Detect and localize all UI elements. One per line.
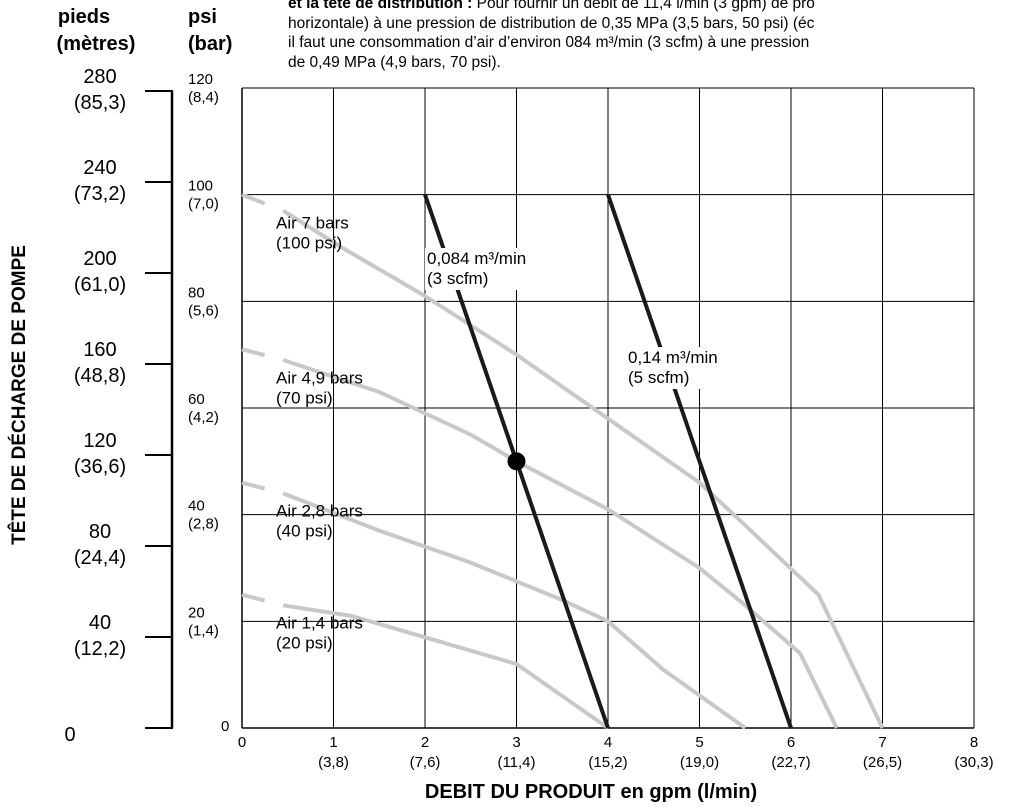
left-axis-sublabel-1: (12,2) bbox=[74, 638, 126, 660]
pressure-sublabel-1: (70 psi) bbox=[276, 388, 333, 407]
flow-tick-sublabel-7: (26,5) bbox=[863, 754, 902, 771]
note-line-3: il faut une consommation d’air d’environ… bbox=[288, 34, 810, 51]
y-axis-title: TÊTE DE DÉCHARGE DE POMPE bbox=[8, 245, 30, 545]
left-axis-label-4: 160 bbox=[83, 339, 116, 361]
air-sublabel-1: (5 scfm) bbox=[628, 368, 689, 387]
note-line-4: de 0,49 MPa (4,9 bars, 70 psi). bbox=[288, 53, 501, 71]
pressure-label-2: Air 2,8 bars bbox=[276, 502, 363, 521]
left-axis-label-1: 40 bbox=[89, 612, 111, 634]
flow-tick-sublabel-5: (19,0) bbox=[680, 754, 719, 771]
air-label-0: 0,084 m³/min bbox=[427, 249, 526, 268]
left-axis-label-0: 0 bbox=[64, 724, 75, 746]
pressure-label-0: Air 7 bars bbox=[276, 214, 349, 233]
left-axis-label-6: 240 bbox=[83, 157, 116, 179]
operating-point bbox=[507, 452, 526, 471]
flow-tick-label-3: 3 bbox=[512, 734, 520, 751]
operating-point-dot bbox=[507, 452, 526, 471]
explanatory-note: et la tête de distribution : Pour fourni… bbox=[288, 0, 1012, 72]
air-line-1 bbox=[606, 194, 793, 729]
psi-tick-sublabel-3: (4,2) bbox=[188, 409, 219, 426]
air-label-bg-0 bbox=[425, 248, 541, 290]
pressure-label-1: Air 4,9 bars bbox=[276, 368, 363, 387]
flow-tick-sublabel-6: (22,7) bbox=[771, 754, 810, 771]
air-label-bg-1 bbox=[626, 347, 742, 389]
pressure-curve-2 bbox=[282, 491, 747, 730]
psi-tick-label-1: 20 bbox=[188, 604, 205, 621]
pressure-curve-1 bbox=[282, 358, 839, 729]
left-axis-label-3: 120 bbox=[83, 430, 116, 452]
flow-tick-label-8: 8 bbox=[970, 734, 978, 751]
psi-tick-label-3: 60 bbox=[188, 391, 205, 408]
psi-axis-header-2: (bar) bbox=[188, 33, 232, 55]
air-label-1: 0,14 m³/min bbox=[628, 348, 718, 367]
psi-tick-sublabel-4: (5,6) bbox=[188, 302, 219, 319]
left-head-axis: 0 40 (12,2) 80 (24,4) 120 (36,6) 160 (48,8) 200 (6… bbox=[64, 66, 174, 746]
note-bold-lead: et la tête de distribution : bbox=[288, 0, 473, 12]
flow-tick-sublabel-4: (15,2) bbox=[588, 754, 627, 771]
flow-tick-sublabel-2: (7,6) bbox=[410, 754, 441, 771]
pressure-curves bbox=[241, 192, 885, 730]
air-sublabel-0: (3 scfm) bbox=[427, 269, 488, 288]
flow-tick-label-6: 6 bbox=[787, 734, 795, 751]
psi-tick-sublabel-2: (2,8) bbox=[188, 516, 219, 533]
psi-tick-sublabel-6: (8,4) bbox=[188, 89, 219, 106]
flow-tick-sublabel-3: (11,4) bbox=[497, 754, 535, 771]
flow-tick-label-4: 4 bbox=[604, 734, 612, 751]
left-axis-header-2: (mètres) bbox=[57, 33, 136, 55]
left-axis-sublabel-3: (36,6) bbox=[74, 456, 126, 478]
psi-tick-label-6: 120 bbox=[188, 71, 213, 88]
pressure-curve-0 bbox=[282, 208, 885, 729]
left-axis-sublabel-4: (48,8) bbox=[74, 365, 126, 387]
left-axis-sublabel-7: (85,3) bbox=[74, 92, 126, 114]
flow-axis: 0 1 (3,8) 2 (7,6) 3 (11,4) 4 (15,2) 5 (19,0) 6 (22,7… bbox=[238, 734, 994, 771]
psi-tick-label-2: 40 bbox=[188, 498, 205, 515]
psi-axis: 0 20(1,4) 40(2,8) 60(4,2) 80(5,6) 100(7,0) 120… bbox=[188, 71, 229, 735]
pressure-sublabel-2: (40 psi) bbox=[276, 522, 333, 541]
flow-tick-label-2: 2 bbox=[421, 734, 429, 751]
left-axis-label-5: 200 bbox=[83, 248, 116, 270]
psi-tick-label-0: 0 bbox=[221, 718, 229, 735]
psi-tick-label-5: 100 bbox=[188, 178, 213, 195]
flow-tick-label-7: 7 bbox=[878, 734, 886, 751]
flow-tick-sublabel-8: (30,3) bbox=[954, 754, 993, 771]
left-axis-sublabel-2: (24,4) bbox=[74, 547, 126, 569]
pressure-curve-stub-0 bbox=[241, 192, 266, 206]
flow-tick-label-5: 5 bbox=[695, 734, 703, 751]
left-axis-sublabel-5: (61,0) bbox=[74, 274, 126, 296]
left-axis-header-1: pieds bbox=[58, 6, 110, 28]
pressure-curve-stub-1 bbox=[241, 347, 266, 358]
psi-tick-sublabel-1: (1,4) bbox=[188, 622, 219, 639]
pressure-curve-stub-2 bbox=[241, 480, 266, 491]
curve-labels: Air 7 bars(100 psi) Air 4,9 bars(70 psi) A… bbox=[276, 214, 742, 653]
note-line-2: horizontale) à une pression de distribut… bbox=[288, 14, 815, 32]
left-axis-sublabel-6: (73,2) bbox=[74, 183, 126, 205]
x-axis-title: DEBIT DU PRODUIT en gpm (l/min) bbox=[425, 781, 757, 803]
psi-tick-label-4: 80 bbox=[188, 284, 205, 301]
psi-axis-header-1: psi bbox=[188, 6, 217, 28]
note-line-1-rest: Pour fournir un débit de 11,4 l/min (3 g… bbox=[472, 0, 815, 12]
left-axis-label-7: 280 bbox=[83, 66, 116, 88]
pressure-sublabel-0: (100 psi) bbox=[276, 234, 342, 253]
pressure-curve-stub-3 bbox=[241, 592, 266, 603]
pressure-curve-3 bbox=[282, 603, 610, 730]
flow-tick-label-0: 0 bbox=[238, 734, 246, 751]
pressure-sublabel-3: (20 psi) bbox=[276, 634, 333, 653]
flow-tick-label-1: 1 bbox=[329, 734, 337, 751]
pressure-label-3: Air 1,4 bars bbox=[276, 614, 363, 633]
note-line-1: et la tête de distribution : Pour fourni… bbox=[288, 0, 1012, 14]
psi-tick-sublabel-5: (7,0) bbox=[188, 196, 219, 213]
left-axis-label-2: 80 bbox=[89, 521, 111, 543]
flow-tick-sublabel-1: (3,8) bbox=[318, 754, 349, 771]
